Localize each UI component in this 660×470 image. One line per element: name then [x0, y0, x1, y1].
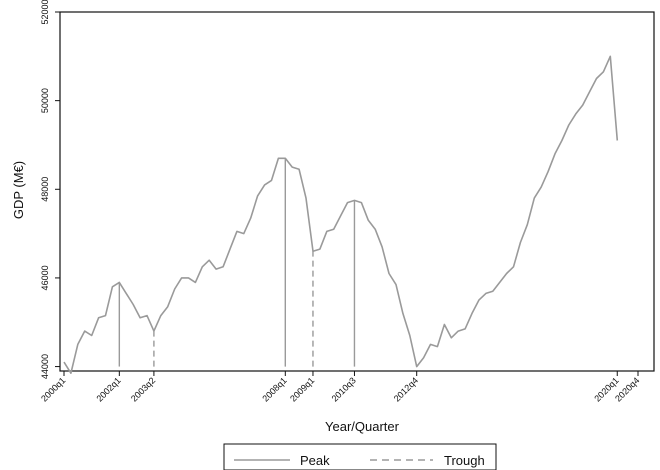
x-tick-label-2010q3: 2010q3 [330, 375, 358, 403]
y-tick-label-46000: 46000 [40, 265, 50, 290]
y-tick-label-50000: 50000 [40, 88, 50, 113]
x-tick-label-2003q2: 2003q2 [129, 375, 157, 403]
y-tick-label-48000: 48000 [40, 177, 50, 202]
x-tick-label-2002q1: 2002q1 [94, 375, 122, 403]
plot-border [59, 11, 655, 372]
y-tick-label-44000: 44000 [40, 354, 50, 379]
legend-trough-label: Trough [444, 453, 485, 468]
gdp-series-line [63, 55, 619, 375]
x-tick-label-2012q4: 2012q4 [392, 375, 420, 403]
y-axis: 44000 46000 48000 50000 52000 [40, 0, 60, 379]
y-tick-label-52000: 52000 [40, 0, 50, 25]
legend-peak-label: Peak [300, 453, 330, 468]
y-axis-title: GDP (M€) [11, 161, 26, 219]
legend-box [223, 443, 497, 470]
gdp-series [63, 55, 619, 375]
x-axis-title: Year/Quarter [325, 419, 400, 434]
x-axis: 2000q1 2002q1 2003q2 2008q1 2009q1 2010q3 2012… [39, 371, 641, 404]
plot-frame [59, 11, 655, 372]
x-tick-label-2008q1: 2008q1 [260, 375, 288, 403]
peak-trough-markers [118, 158, 356, 367]
x-tick-label-2009q1: 2009q1 [288, 375, 316, 403]
legend: Peak Trough [223, 443, 497, 470]
